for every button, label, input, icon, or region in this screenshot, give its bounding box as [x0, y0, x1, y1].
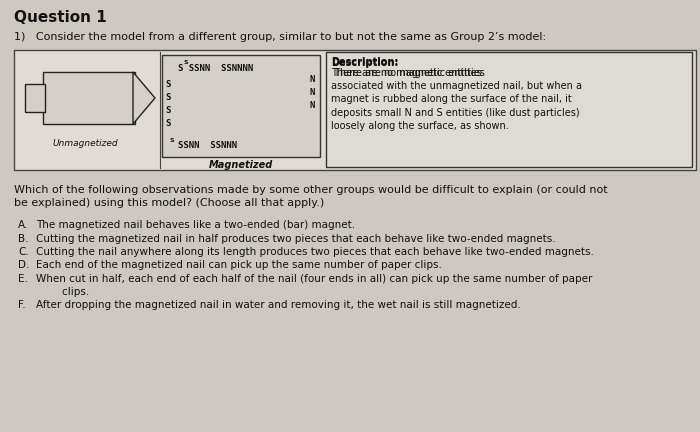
Text: The magnetized nail behaves like a two-ended (bar) magnet.: The magnetized nail behaves like a two-e…: [36, 220, 355, 230]
Text: Magnetized: Magnetized: [209, 160, 273, 170]
Bar: [25, 84, 45, 112]
Text: S: S: [170, 138, 174, 143]
Text: F.: F.: [18, 299, 26, 309]
Text: Cutting the nail anywhere along its length produces two pieces that each behave : Cutting the nail anywhere along its leng…: [36, 247, 594, 257]
Text: When cut in half, each end of each half of the nail (four ends in all) can pick : When cut in half, each end of each half …: [36, 274, 592, 297]
Text: S: S: [165, 80, 170, 89]
Bar: [14, 50, 696, 170]
Text: There are no magnetic entities: There are no magnetic entities: [331, 68, 485, 78]
Bar: [43, 72, 135, 124]
Text: Description:: Description:: [331, 57, 398, 67]
Text: D.: D.: [18, 260, 29, 270]
Text: After dropping the magnetized nail in water and removing it, the wet nail is sti: After dropping the magnetized nail in wa…: [36, 299, 521, 309]
Text: Unmagnetized: Unmagnetized: [52, 139, 118, 148]
Polygon shape: [133, 72, 155, 124]
Text: S: S: [184, 60, 188, 65]
Text: Each end of the magnetized nail can pick up the same number of paper clips.: Each end of the magnetized nail can pick…: [36, 260, 442, 270]
Text: S: S: [165, 119, 170, 128]
Text: Cutting the magnetized nail in half produces two pieces that each behave like tw: Cutting the magnetized nail in half prod…: [36, 234, 556, 244]
Bar: [326, 52, 692, 167]
Text: Question 1: Question 1: [14, 10, 106, 25]
Text: C.: C.: [18, 247, 29, 257]
Text: N: N: [310, 101, 316, 110]
Text: N: N: [310, 75, 316, 84]
Text: B.: B.: [18, 234, 29, 244]
Text: SSNN  SSNNN: SSNN SSNNN: [178, 141, 237, 150]
Bar: [162, 55, 320, 157]
Text: E.: E.: [18, 274, 28, 284]
Text: There are no magnetic entities
associated with the unmagnetized nail, but when a: There are no magnetic entities associate…: [331, 68, 582, 131]
Text: Description:: Description:: [331, 58, 398, 68]
Text: S SSNN  SSNNNN: S SSNN SSNNNN: [178, 64, 253, 73]
Text: N: N: [310, 88, 316, 97]
Text: S: S: [165, 93, 170, 102]
Text: A.: A.: [18, 220, 29, 230]
Text: 1)   Consider the model from a different group, similar to but not the same as G: 1) Consider the model from a different g…: [14, 32, 546, 42]
Text: Which of the following observations made by some other groups would be difficult: Which of the following observations made…: [14, 185, 608, 208]
Text: S: S: [165, 106, 170, 115]
